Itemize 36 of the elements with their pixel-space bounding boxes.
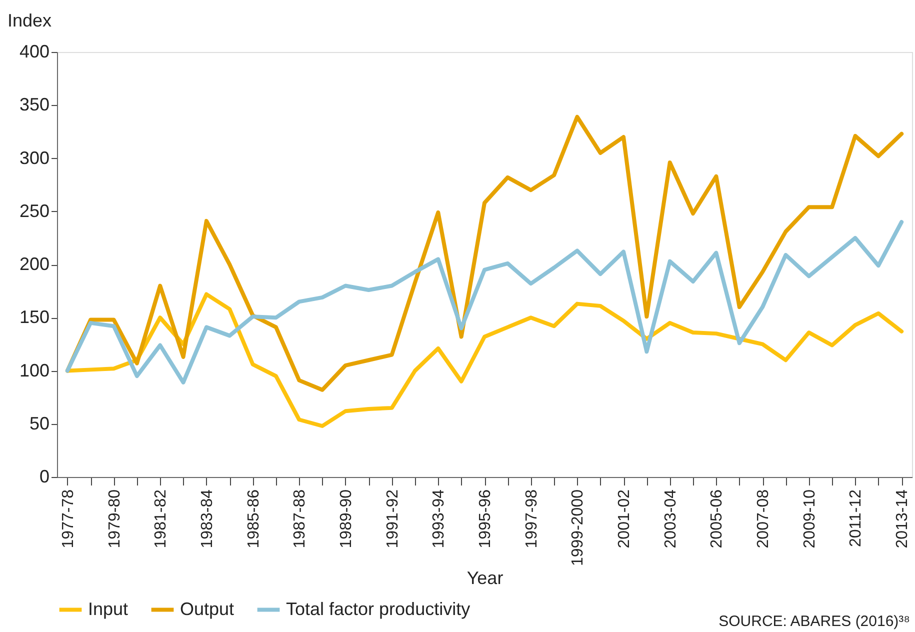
x-tick-label: 1985-86 xyxy=(245,489,262,548)
x-tick-label: 1977-78 xyxy=(60,489,77,548)
line-series xyxy=(65,220,904,384)
y-tick-label: 50 xyxy=(29,413,50,434)
x-tick-label: 2007-08 xyxy=(755,489,772,548)
x-tick-label: 1981-82 xyxy=(152,489,170,548)
y-tick-label: 250 xyxy=(19,200,50,221)
x-tick-label: 1979-80 xyxy=(106,489,124,548)
x-tick-label: 2013-14 xyxy=(894,489,912,548)
y-tick-label: 200 xyxy=(19,254,50,274)
y-tick-label: 350 xyxy=(19,94,50,115)
y-tick-label: 400 xyxy=(19,42,50,62)
legend-label: Input xyxy=(88,598,128,619)
source-note: SOURCE: ABARES (2016)³⁸ xyxy=(718,613,910,630)
y-tick-label: 100 xyxy=(19,360,50,380)
y-axis-title: Index xyxy=(8,10,52,30)
x-tick-label: 2005-06 xyxy=(708,489,726,548)
x-tick-label: 1989-90 xyxy=(338,489,355,548)
x-tick-label: 1997-98 xyxy=(523,489,540,548)
x-tick-label: 1991-92 xyxy=(384,489,402,548)
x-tick-label: 1993-94 xyxy=(430,489,448,548)
y-tick-label: 300 xyxy=(19,148,50,168)
legend-label: Output xyxy=(180,598,234,619)
x-axis-title: Year xyxy=(466,568,504,588)
x-tick-label: 2011-12 xyxy=(848,489,865,548)
x-tick-label: 1987-88 xyxy=(292,489,309,548)
x-tick-label: 2001-02 xyxy=(616,489,634,548)
x-tick-label: 1983-84 xyxy=(198,489,216,548)
legend-label: Total factor productivity xyxy=(286,598,470,619)
x-tick-label: 1995-96 xyxy=(477,489,494,548)
x-tick-label: 2003-04 xyxy=(662,489,680,548)
line-series xyxy=(65,114,904,392)
y-tick-label: 0 xyxy=(39,466,50,486)
x-tick-label: 1999-2000 xyxy=(570,489,587,566)
x-tick-label: 2009-10 xyxy=(801,489,818,548)
y-tick-label: 150 xyxy=(19,307,50,328)
